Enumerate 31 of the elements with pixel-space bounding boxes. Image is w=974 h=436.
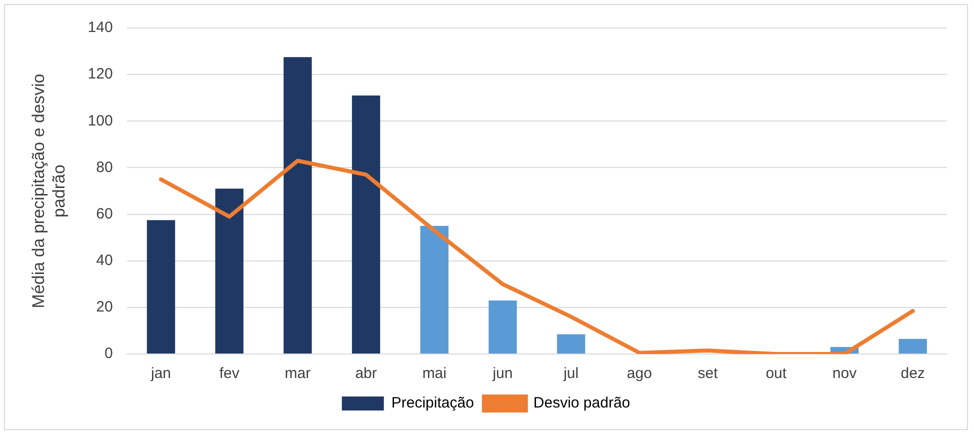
y-tick-label: 80 xyxy=(96,158,113,176)
bar xyxy=(352,96,380,354)
x-tick-label: fev xyxy=(219,365,240,382)
y-tick-label: 60 xyxy=(96,205,113,222)
x-tick-label: dez xyxy=(900,365,925,382)
x-tick-label: mai xyxy=(422,365,446,382)
bar xyxy=(215,188,244,354)
x-tick-label: set xyxy=(698,365,719,382)
y-tick-label: 20 xyxy=(96,298,113,316)
x-tick-label: jun xyxy=(492,365,513,382)
x-tick-label: ago xyxy=(626,365,652,382)
bar xyxy=(146,220,176,354)
legend-label: Desvio padrão xyxy=(533,394,630,412)
bar xyxy=(488,300,517,354)
x-tick-label: mar xyxy=(284,365,311,382)
y-tick-label: 40 xyxy=(96,252,113,269)
y-tick-label: 120 xyxy=(88,66,113,83)
y-axis-title: Média da precipitação e desvio padrão xyxy=(28,74,68,308)
x-tick-label: out xyxy=(766,365,788,382)
bar xyxy=(284,57,312,354)
y-tick-label: 140 xyxy=(88,19,113,36)
x-tick-label: abr xyxy=(355,365,377,382)
y-tick-label: 0 xyxy=(104,345,113,362)
bar xyxy=(420,226,448,354)
bar xyxy=(898,338,927,354)
y-tick-label: 100 xyxy=(88,112,113,130)
bar xyxy=(556,334,586,354)
x-tick-label: nov xyxy=(832,365,858,382)
legend-label: Precipitação xyxy=(391,394,474,412)
x-tick-label: jul xyxy=(562,365,579,382)
x-tick-label: jan xyxy=(150,365,172,382)
